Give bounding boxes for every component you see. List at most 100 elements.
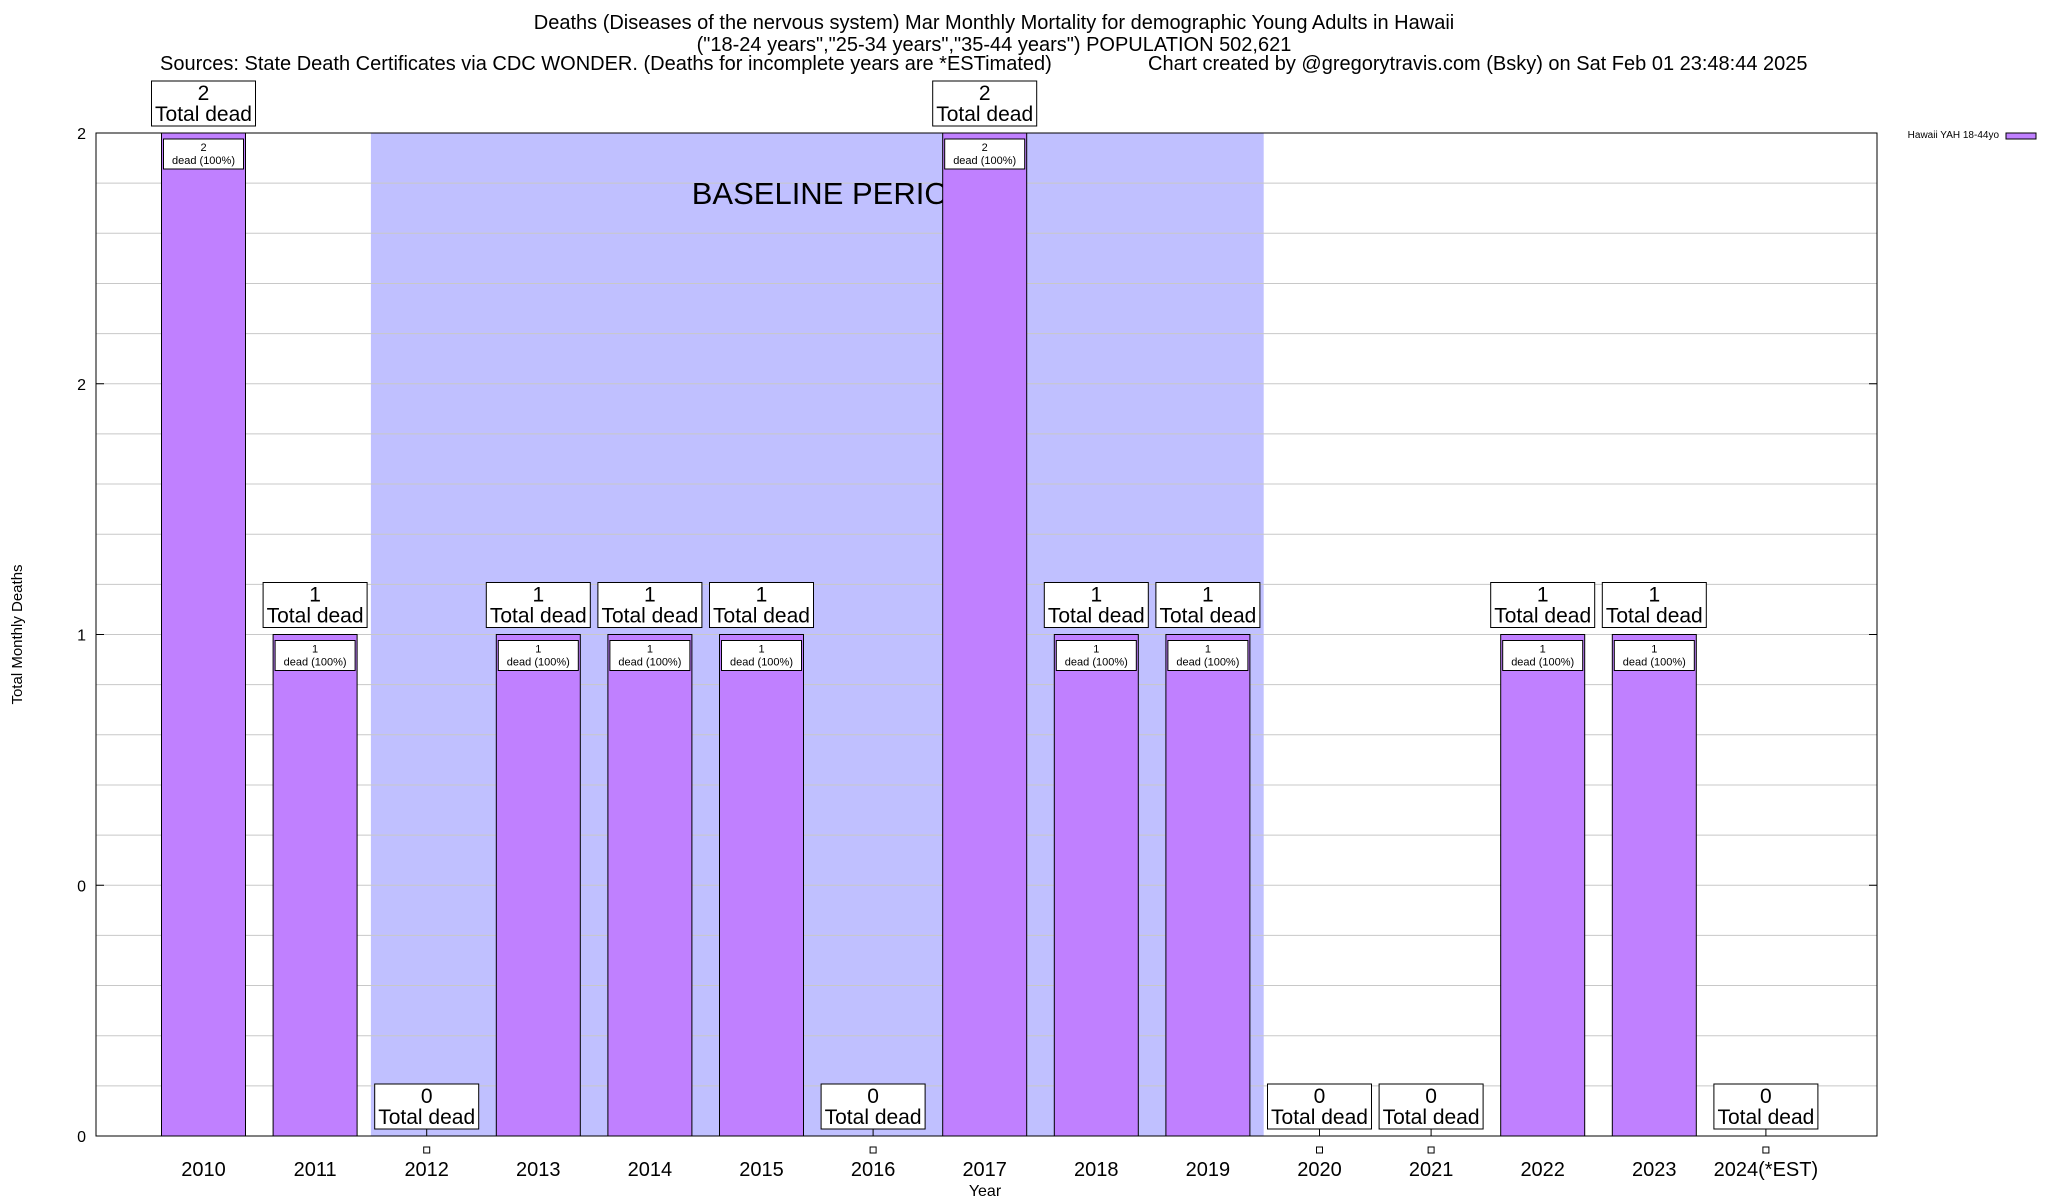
- total-label-box: [820, 1083, 926, 1130]
- y-tick-label: 2: [77, 377, 86, 394]
- bar-inner-label-text: dead (100%): [507, 657, 570, 669]
- bar-inner-label-text: dead (100%): [730, 657, 793, 669]
- x-tick-label: 2010: [181, 1159, 226, 1181]
- bar-inner-label-count: 1: [312, 644, 318, 656]
- zero-marker: [423, 1146, 431, 1154]
- bar-inner-label-text: dead (100%): [618, 657, 681, 669]
- bar-inner-label-count: 2: [200, 142, 206, 154]
- x-tick-label: 2013: [516, 1159, 561, 1181]
- bar-2022: [1500, 634, 1586, 1137]
- x-tick-label: 2018: [1074, 1159, 1119, 1181]
- total-label-text: Total dead: [490, 605, 587, 628]
- bar-2017: [942, 132, 1028, 1137]
- total-label-text: Total dead: [936, 103, 1033, 126]
- bar-inner-label-count: 1: [1651, 644, 1657, 656]
- x-tick-label: 2012: [404, 1159, 449, 1181]
- total-label-value: 2: [198, 82, 210, 105]
- bar-inner-label-text: dead (100%): [1511, 657, 1574, 669]
- total-label-value: 1: [1202, 584, 1214, 607]
- bar-inner-label-box: [609, 640, 691, 671]
- legend-label: Hawaii YAH 18-44yo: [1908, 130, 2000, 141]
- bar-inner-label-count: 1: [1205, 644, 1211, 656]
- bar-inner-label-text: dead (100%): [1176, 657, 1239, 669]
- total-label-value: 0: [1425, 1085, 1437, 1108]
- y-tick-label: 1: [77, 628, 86, 645]
- total-label-value: 1: [1537, 584, 1549, 607]
- y-tick-label: 2: [77, 126, 86, 143]
- y-axis-title: Total Monthly Deaths: [9, 564, 26, 704]
- total-label-box: [1043, 582, 1149, 628]
- total-label-value: 0: [1760, 1085, 1772, 1108]
- bar-inner-label-box: [1613, 640, 1695, 671]
- x-tick-label: 2015: [739, 1159, 784, 1181]
- total-label-text: Total dead: [1159, 605, 1256, 628]
- y-tick-label: 0: [77, 1129, 86, 1146]
- total-label-text: Total dead: [713, 605, 810, 628]
- chart-title: Deaths (Diseases of the nervous system) …: [533, 12, 1455, 34]
- x-tick-label: 2023: [1632, 1159, 1677, 1181]
- bar-inner-label-box: [497, 640, 579, 671]
- x-tick-label: 2022: [1520, 1159, 1565, 1181]
- total-label-box: [1267, 1083, 1372, 1130]
- total-label-box: [151, 80, 256, 127]
- total-label-value: 0: [1314, 1085, 1326, 1108]
- chart-credit: Chart created by @gregorytravis.com (Bsk…: [1148, 53, 1808, 75]
- x-tick-label: 2021: [1409, 1159, 1454, 1181]
- bar-inner-label-count: 1: [1540, 644, 1546, 656]
- bar-inner-label-text: dead (100%): [953, 155, 1016, 167]
- total-label-value: 1: [532, 584, 544, 607]
- bar-inner-label-box: [721, 640, 802, 671]
- bar-inner-label-box: [944, 138, 1026, 170]
- y-tick-label: 0: [77, 878, 86, 895]
- zero-marker: [869, 1146, 877, 1154]
- total-label-box: [374, 1083, 480, 1130]
- bar-inner-label-box: [1502, 640, 1584, 671]
- total-label-text: Total dead: [267, 605, 364, 628]
- bar-inner-label-count: 1: [758, 644, 764, 656]
- bar-inner-label-text: dead (100%): [1623, 657, 1686, 669]
- bar-2019: [1165, 634, 1251, 1137]
- bar-2010: [161, 132, 246, 1137]
- bar-inner-label-count: 1: [647, 644, 653, 656]
- total-label-value: 2: [979, 82, 991, 105]
- x-tick-label: 2024(*EST): [1714, 1159, 1819, 1181]
- bar-2011: [272, 634, 358, 1137]
- chart-sources: Sources: State Death Certificates via CD…: [160, 53, 1052, 75]
- baseline-period-label: BASELINE PERIOD: [692, 176, 971, 211]
- bar-inner-label-text: dead (100%): [284, 657, 347, 669]
- x-tick-label: 2011: [294, 1159, 337, 1181]
- x-tick-label: 2014: [628, 1159, 673, 1181]
- bar-2023: [1611, 634, 1697, 1137]
- bar-inner-label-box: [1055, 640, 1137, 671]
- total-label-text: Total dead: [1494, 605, 1591, 628]
- total-label-value: 1: [309, 584, 321, 607]
- x-tick-label: 2019: [1186, 1159, 1231, 1181]
- total-label-value: 1: [1648, 584, 1660, 607]
- total-label-text: Total dead: [1271, 1106, 1368, 1129]
- bar-2018: [1053, 634, 1139, 1137]
- bar-2015: [719, 634, 804, 1137]
- bar-inner-label-count: 1: [1093, 644, 1099, 656]
- total-label-text: Total dead: [1606, 605, 1703, 628]
- total-label-text: Total dead: [155, 103, 252, 126]
- total-label-value: 1: [1090, 584, 1102, 607]
- x-tick-label: 2020: [1297, 1159, 1342, 1181]
- zero-marker: [1762, 1146, 1770, 1154]
- total-label-box: [709, 582, 814, 628]
- bar-inner-label-box: [274, 640, 356, 671]
- total-label-text: Total dead: [825, 1106, 922, 1129]
- legend-swatch: [2005, 132, 2037, 140]
- x-tick-label: 2016: [851, 1159, 896, 1181]
- total-label-box: [485, 582, 591, 628]
- total-label-box: [597, 582, 703, 628]
- zero-marker: [1427, 1146, 1435, 1154]
- total-label-value: 1: [756, 584, 768, 607]
- total-label-text: Total dead: [1383, 1106, 1480, 1129]
- total-label-box: [932, 80, 1038, 127]
- total-label-text: Total dead: [601, 605, 698, 628]
- bar-2014: [607, 634, 693, 1137]
- x-axis-title: Year: [969, 1183, 1002, 1200]
- bar-inner-label-text: dead (100%): [1065, 657, 1128, 669]
- total-label-text: Total dead: [1048, 605, 1145, 628]
- total-label-value: 0: [867, 1085, 879, 1108]
